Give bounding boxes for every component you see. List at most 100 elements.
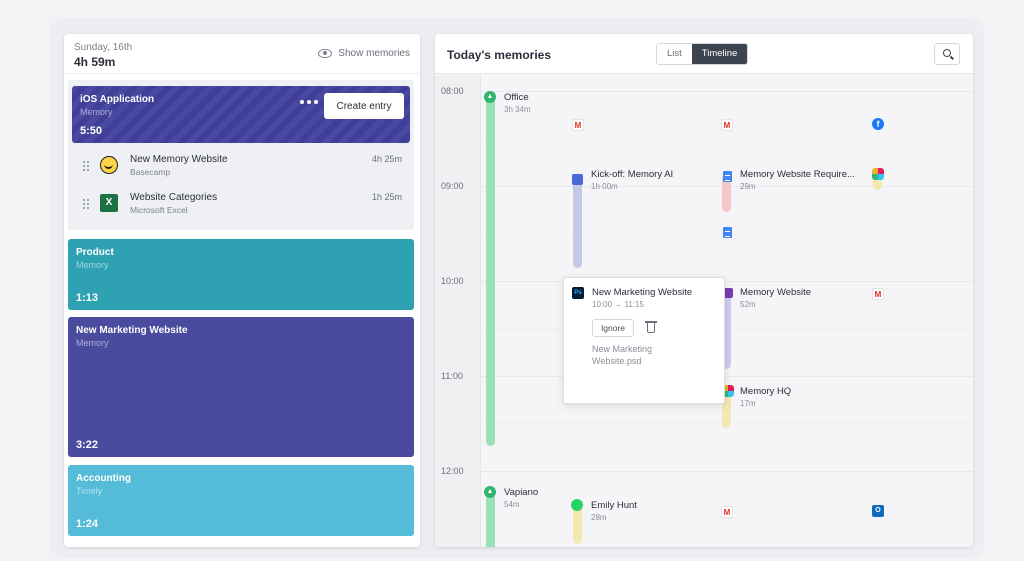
more-options-icon[interactable] <box>300 100 318 104</box>
project-block-accounting[interactable]: Accounting Timely 1:24 <box>68 465 414 536</box>
slack-icon[interactable] <box>872 168 884 180</box>
project-block-ios-application[interactable]: iOS Application Memory 5:50 Create entry <box>72 86 410 143</box>
half-hour-gridline <box>481 518 973 519</box>
google-docs-icon[interactable] <box>723 227 732 238</box>
event-bar-website-requirements[interactable] <box>722 174 731 212</box>
entry-duration: 1h 25m <box>371 192 402 202</box>
summary-duration: 4h 59m <box>74 55 116 69</box>
event-bar-kickoff[interactable] <box>573 174 582 268</box>
event-title: Memory Website <box>740 287 812 298</box>
location-icon: ▲ <box>484 486 496 498</box>
google-docs-icon <box>723 171 732 182</box>
event-bar-vapiano[interactable] <box>486 492 495 547</box>
calendar-icon <box>572 174 583 185</box>
drag-handle-icon[interactable] <box>82 160 90 172</box>
entry-row[interactable]: New Memory Website Basecamp 4h 25m <box>82 152 402 182</box>
project-time: 1:24 <box>76 518 99 530</box>
event-title: Office <box>504 92 529 103</box>
excel-icon: X <box>100 194 118 212</box>
event-duration: 3h 34m <box>504 105 531 114</box>
day-summary-header: Sunday, 16th 4h 59m Show memories <box>64 34 420 74</box>
hour-label: 09:00 <box>441 181 464 191</box>
project-time: 1:13 <box>76 292 99 304</box>
photoshop-icon: Ps <box>572 287 584 299</box>
event-duration: 52m <box>740 300 756 309</box>
project-title: New Marketing Website <box>76 325 188 336</box>
project-title: Product <box>76 247 114 258</box>
event-bar-office[interactable] <box>486 92 495 446</box>
entry-name: Website Categories <box>130 192 218 203</box>
event-title: Kick-off: Memory AI <box>591 169 674 180</box>
entry-app: Basecamp <box>130 167 171 177</box>
tab-timeline[interactable]: Timeline <box>691 44 748 64</box>
hour-gridline <box>481 471 973 472</box>
gmail-icon[interactable]: M <box>572 119 584 131</box>
trash-icon[interactable] <box>645 321 657 333</box>
hour-gutter <box>435 75 481 547</box>
create-entry-button[interactable]: Create entry <box>324 93 404 119</box>
event-bar-slack[interactable] <box>873 174 882 190</box>
hour-label: 12:00 <box>441 466 464 476</box>
project-time: 5:50 <box>80 125 103 137</box>
whatsapp-icon <box>571 499 583 511</box>
project-subtitle: Memory <box>76 338 109 348</box>
hour-label: 08:00 <box>441 86 464 96</box>
event-duration: 17m <box>740 399 756 408</box>
entry-name: New Memory Website <box>130 154 228 165</box>
summary-date: Sunday, 16th <box>74 42 133 53</box>
half-hour-gridline <box>481 138 973 139</box>
event-bar-emily-hunt[interactable] <box>573 504 582 544</box>
hour-gridline <box>481 281 973 282</box>
basecamp-icon <box>100 156 118 174</box>
hour-gridline <box>481 376 973 377</box>
show-memories-label: Show memories <box>338 48 410 59</box>
event-bar-memory-hq[interactable] <box>722 388 731 428</box>
memory-popover: Ps New Marketing Website 10:00 → 11:15 I… <box>563 277 725 404</box>
gmail-icon[interactable]: M <box>721 506 733 518</box>
popover-file-name: New Marketing Website.psd <box>592 344 653 366</box>
entry-duration: 4h 25m <box>371 154 402 164</box>
project-title: Accounting <box>76 473 131 484</box>
slack-icon <box>722 385 734 397</box>
gmail-icon[interactable]: M <box>872 288 884 300</box>
eye-icon <box>318 49 333 58</box>
hour-label: 10:00 <box>441 276 464 286</box>
project-subtitle: Timely <box>76 486 103 496</box>
ignore-button[interactable]: Ignore <box>592 319 634 337</box>
event-duration: 54m <box>504 500 520 509</box>
timeline-header: Today's memories List Timeline <box>435 34 973 74</box>
project-block-product[interactable]: Product Memory 1:13 <box>68 239 414 310</box>
hour-gridline <box>481 91 973 92</box>
event-bar-memory-website[interactable] <box>722 289 731 369</box>
visual-studio-icon <box>723 288 733 298</box>
project-subtitle: Memory <box>80 107 113 117</box>
timeline-panel: Today's memories List Timeline 08:00 09:… <box>435 34 973 547</box>
event-duration: 28m <box>591 513 607 522</box>
event-title: Memory HQ <box>740 386 792 397</box>
project-time: 3:22 <box>76 439 99 451</box>
tab-list[interactable]: List <box>657 44 692 64</box>
project-subtitle: Memory <box>76 260 109 270</box>
facebook-icon[interactable]: f <box>872 118 884 130</box>
timeline-title: Today's memories <box>447 48 552 62</box>
drag-handle-icon[interactable] <box>82 198 90 210</box>
search-button[interactable] <box>934 43 960 65</box>
hour-label: 11:00 <box>441 371 463 381</box>
entry-app: Microsoft Excel <box>130 205 188 215</box>
popover-title: New Marketing Website <box>592 287 693 298</box>
day-summary-panel: Sunday, 16th 4h 59m Show memories iOS Ap… <box>64 34 420 547</box>
event-duration: 1h 00m <box>591 182 618 191</box>
view-toggle: List Timeline <box>656 43 749 65</box>
popover-time-range: 10:00 → 11:15 <box>592 300 644 309</box>
outlook-icon[interactable]: O <box>872 505 884 517</box>
event-title: Emily Hunt <box>591 500 637 511</box>
location-icon: ▲ <box>484 91 496 103</box>
event-title: Vapiano <box>504 487 539 498</box>
project-title: iOS Application <box>80 94 155 105</box>
project-block-new-marketing-website[interactable]: New Marketing Website Memory 3:22 <box>68 317 414 457</box>
entry-row[interactable]: X Website Categories Microsoft Excel 1h … <box>82 190 402 220</box>
show-memories-button[interactable]: Show memories <box>318 48 410 59</box>
event-title: Memory Website Require... <box>740 169 855 180</box>
event-duration: 29m <box>740 182 756 191</box>
gmail-icon[interactable]: M <box>721 119 733 131</box>
